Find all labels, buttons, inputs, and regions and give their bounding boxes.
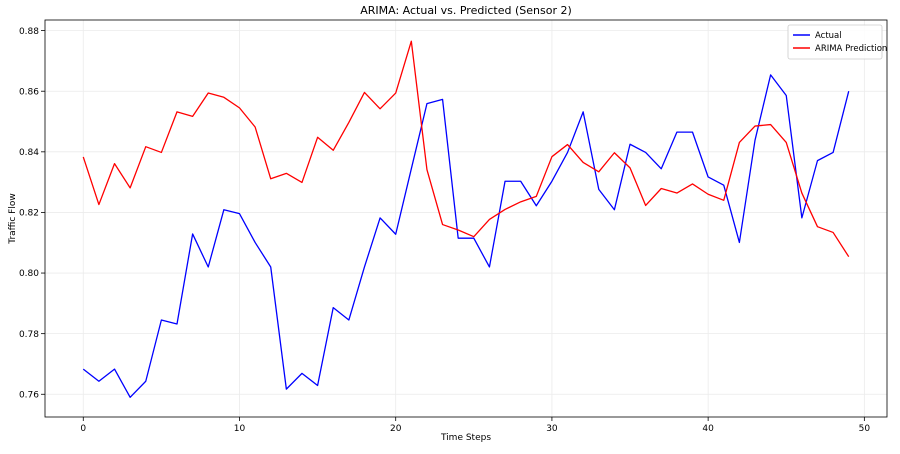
y-tick-label: 0.86: [19, 87, 39, 97]
grid: [45, 20, 887, 417]
x-tick-label: 50: [859, 424, 871, 434]
x-axis-label: Time Steps: [440, 433, 491, 443]
y-tick-label: 0.84: [19, 148, 39, 158]
x-tick-label: 0: [80, 424, 86, 434]
y-tick-label: 0.88: [19, 27, 39, 37]
legend-label-actual: Actual: [815, 31, 842, 41]
series-lines: [82, 40, 850, 398]
x-tick-label: 10: [234, 424, 246, 434]
plot-frame: [44, 19, 888, 418]
legend: Actual ARIMA Prediction: [787, 24, 887, 60]
y-tick-label: 0.78: [19, 330, 39, 340]
legend-box: [787, 24, 883, 60]
series-line-actual: [82, 74, 850, 398]
chart-title: ARIMA: Actual vs. Predicted (Sensor 2): [360, 4, 572, 17]
y-axis-label: Traffic Flow: [8, 193, 18, 244]
y-tick-label: 0.80: [19, 269, 39, 279]
y-tick-label: 0.82: [19, 209, 39, 219]
axis-ticks: 0 10 20 30 40 50 0.76 0.78 0.80 0.82 0.84 0.86 0.88: [19, 27, 870, 434]
x-tick-label: 20: [390, 424, 402, 434]
series-line-arima-prediction: [82, 40, 850, 258]
x-tick-label: 30: [546, 424, 558, 434]
x-tick-label: 40: [702, 424, 714, 434]
y-tick-label: 0.76: [19, 390, 39, 400]
legend-label-arima-prediction: ARIMA Prediction: [815, 44, 887, 54]
